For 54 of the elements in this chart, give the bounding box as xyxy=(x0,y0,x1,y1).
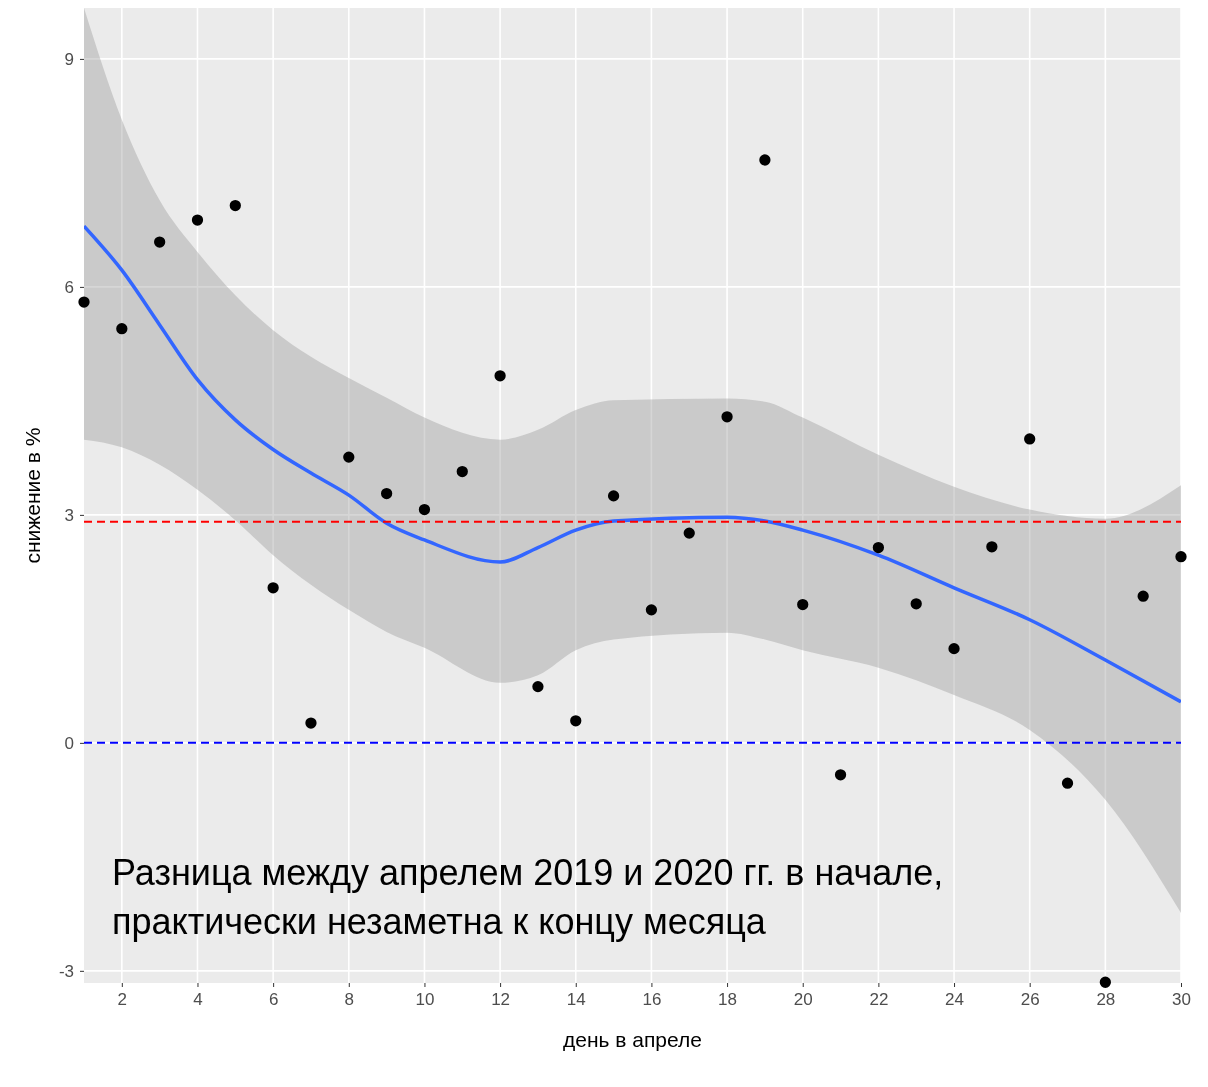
point xyxy=(305,717,317,729)
point xyxy=(834,769,847,781)
point xyxy=(154,236,166,248)
point xyxy=(1024,433,1036,445)
point xyxy=(1137,590,1149,602)
point xyxy=(607,490,620,502)
y-axis-title: снижение в % xyxy=(21,427,44,564)
x-tick-label: 28 xyxy=(1096,990,1116,1010)
x-tick-label: 30 xyxy=(1172,990,1191,1010)
x-tick-label: 10 xyxy=(415,990,435,1010)
point xyxy=(191,214,204,226)
point xyxy=(343,451,355,463)
point xyxy=(910,598,922,610)
x-tick-label: 8 xyxy=(344,990,355,1010)
point xyxy=(229,199,241,212)
point xyxy=(532,680,544,693)
x-tick-label: 6 xyxy=(268,990,279,1010)
x-tick-label: 16 xyxy=(642,990,662,1010)
x-tick-label: 14 xyxy=(566,990,586,1010)
y-tick-label: 9 xyxy=(64,49,74,69)
point xyxy=(116,323,128,335)
y-tick-label: 6 xyxy=(64,277,74,297)
point xyxy=(78,296,90,308)
x-tick-label: 4 xyxy=(193,990,203,1010)
point xyxy=(986,541,998,553)
point xyxy=(759,154,771,166)
y-tick-label: -3 xyxy=(58,961,74,981)
y-tick-label: 0 xyxy=(64,733,74,753)
point xyxy=(494,370,506,382)
point xyxy=(570,715,582,727)
point xyxy=(1099,976,1111,988)
x-tick-label: 2 xyxy=(117,990,128,1010)
x-axis-title: день в апреле xyxy=(563,1028,702,1051)
annotation: Разница между апрелем 2019 и 2020 гг. в начале, практически незаметна к концу месяца xyxy=(112,852,944,942)
x-tick-label: 20 xyxy=(793,990,813,1010)
point xyxy=(948,643,960,655)
point xyxy=(797,598,809,611)
point xyxy=(645,604,658,616)
point xyxy=(418,503,431,516)
point xyxy=(380,487,393,500)
point xyxy=(872,541,885,554)
x-tick-label: 22 xyxy=(869,990,889,1010)
x-tick-label: 26 xyxy=(1020,990,1040,1010)
line-series xyxy=(84,224,1181,704)
y-tick-label: 3 xyxy=(64,505,74,525)
point xyxy=(1061,777,1074,789)
point xyxy=(1175,551,1187,563)
point xyxy=(456,465,468,478)
point xyxy=(683,527,695,539)
x-tick-label: 18 xyxy=(718,990,738,1010)
x-tick-label: 12 xyxy=(491,990,511,1010)
point xyxy=(721,411,733,423)
point xyxy=(267,582,279,594)
x-tick-label: 24 xyxy=(945,990,964,1010)
